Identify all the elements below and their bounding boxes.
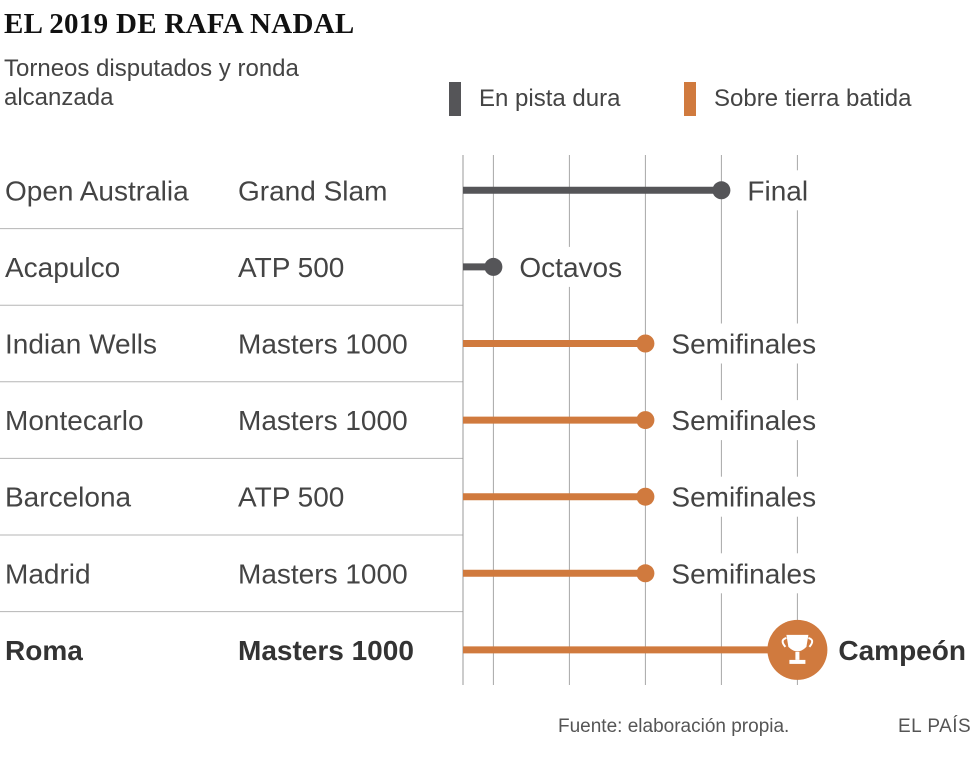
label-backdrop [667, 476, 821, 517]
legend-item-hard: En pista dura [449, 82, 620, 116]
tournament-category: ATP 500 [238, 252, 344, 283]
round-label: Campeón [838, 635, 966, 666]
legend-label-hard: En pista dura [479, 85, 621, 112]
result-dot [636, 564, 655, 583]
result-dot [636, 487, 655, 506]
result-dot [712, 181, 731, 200]
tournament-category: Masters 1000 [238, 635, 414, 666]
label-backdrop [667, 400, 821, 441]
tournament-category: Masters 1000 [238, 405, 408, 436]
publisher-brand: EL PAÍS [898, 716, 972, 737]
source-note: Fuente: elaboración propia. [558, 716, 790, 737]
tournament-name: Open Australia [5, 175, 189, 206]
tournament-name: Indian Wells [5, 329, 157, 360]
round-label: Semifinales [671, 405, 816, 436]
label-backdrop [834, 629, 970, 670]
trophy-stem [795, 651, 800, 660]
tournament-name: Acapulco [5, 252, 120, 283]
legend-item-clay: Sobre tierra batida [684, 82, 911, 116]
round-label: Octavos [519, 252, 622, 283]
chart-subtitle: Torneos disputados y ronda alcanzada [4, 55, 299, 111]
result-dot [484, 257, 503, 276]
trophy-handles [781, 636, 814, 648]
legend-swatch-hard [449, 82, 461, 116]
chart-title: EL 2019 DE RAFA NADAL [4, 8, 355, 40]
label-backdrop [515, 246, 627, 287]
round-label: Semifinales [671, 482, 816, 513]
tournament-category: Masters 1000 [238, 329, 408, 360]
legend-label-clay: Sobre tierra batida [714, 85, 912, 112]
trophy-base [789, 659, 806, 664]
tournament-name: Madrid [5, 558, 91, 589]
label-backdrop [743, 170, 813, 211]
round-label: Final [747, 175, 808, 206]
result-dot [636, 411, 655, 430]
label-backdrop [667, 323, 821, 364]
tournament-category: ATP 500 [238, 482, 344, 513]
tournament-category: Masters 1000 [238, 558, 408, 589]
legend-swatch-clay [684, 82, 696, 116]
round-label: Semifinales [671, 558, 816, 589]
result-dot [636, 334, 655, 353]
trophy-icon [786, 634, 809, 652]
tournament-category: Grand Slam [238, 175, 387, 206]
round-label: Semifinales [671, 329, 816, 360]
tournament-name: Montecarlo [5, 405, 144, 436]
tournament-name: Barcelona [5, 482, 132, 513]
tournament-name: Roma [5, 635, 83, 666]
label-backdrop [667, 553, 821, 594]
